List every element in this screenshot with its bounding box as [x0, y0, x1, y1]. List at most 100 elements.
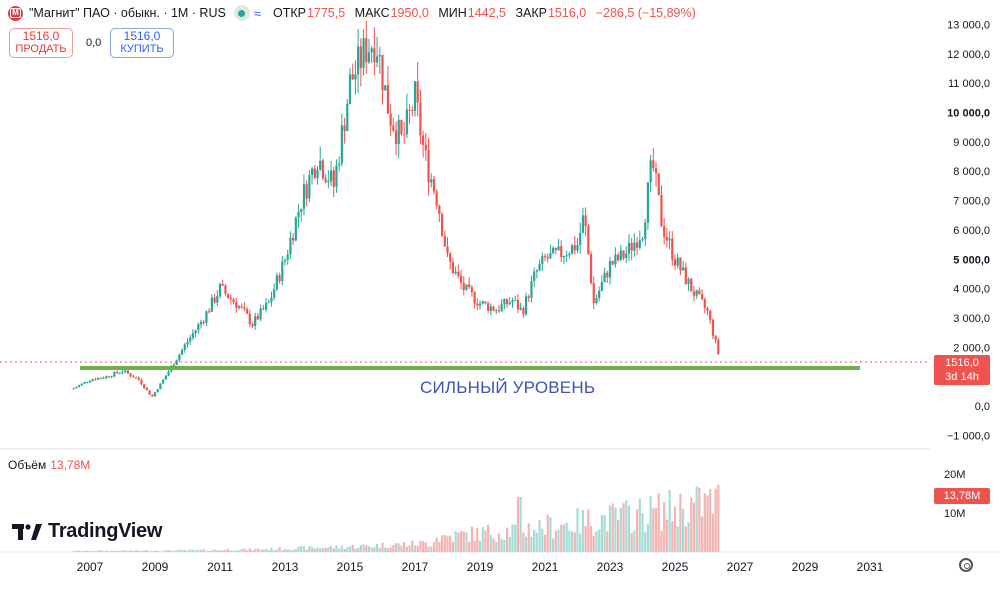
- candle: [663, 217, 666, 245]
- strong-level-annotation[interactable]: СИЛЬНЫЙ УРОВЕНЬ: [420, 378, 596, 397]
- volume-bar: [267, 550, 270, 552]
- volume-bar: [302, 546, 306, 552]
- candle: [386, 66, 390, 115]
- candle: [213, 293, 216, 304]
- candle: [183, 342, 186, 353]
- volume-bar: [278, 547, 281, 552]
- time-axis-tick: 2017: [402, 560, 429, 574]
- candle: [110, 375, 113, 379]
- volume-bar: [646, 524, 650, 552]
- volume-bar: [630, 533, 633, 552]
- candle: [86, 381, 89, 384]
- volume-bars-layer: [72, 484, 720, 552]
- volume-bar: [468, 542, 471, 552]
- candle: [598, 286, 601, 302]
- candle: [248, 309, 251, 328]
- candle: [698, 287, 701, 295]
- candle: [208, 308, 211, 314]
- candle: [313, 165, 316, 180]
- time-axis-tick: 2023: [597, 560, 624, 574]
- candle: [99, 377, 102, 379]
- ohlc-values: ОТКР1775,5 МАКС1950,0 МИН1442,5 ЗАКР1516…: [272, 6, 696, 20]
- candle: [503, 298, 506, 310]
- candle: [145, 387, 148, 391]
- volume-bar: [162, 551, 165, 552]
- volume-bar: [546, 514, 549, 552]
- volume-bar: [97, 550, 100, 552]
- candles-layer: [72, 20, 720, 397]
- candle: [126, 370, 130, 375]
- time-axis-tick: 2027: [727, 560, 754, 574]
- candle: [327, 170, 330, 189]
- volume-bar: [189, 549, 192, 552]
- candle: [305, 180, 308, 207]
- volume-bar: [159, 551, 162, 552]
- candle: [381, 54, 384, 105]
- volume-bar: [635, 509, 639, 552]
- candle: [378, 46, 381, 75]
- volume-bar: [134, 550, 138, 552]
- candle: [657, 172, 660, 196]
- candle: [644, 218, 647, 246]
- candle: [373, 27, 376, 76]
- candle: [438, 204, 441, 223]
- buy-button[interactable]: 1516,0 КУПИТЬ: [110, 28, 174, 58]
- tradingview-logo[interactable]: TradingView: [12, 520, 162, 543]
- price-axis[interactable]: 13 000,0 12 000,0 11 000,0 10 000,0 9 000,0 8…: [947, 19, 990, 442]
- volume-bar: [579, 533, 582, 552]
- candle: [335, 159, 338, 193]
- candle: [273, 283, 276, 301]
- volume-bar: [105, 550, 108, 552]
- candle: [256, 312, 260, 321]
- candle: [695, 289, 698, 299]
- candle: [294, 216, 297, 242]
- candle: [357, 29, 360, 93]
- candle: [240, 303, 243, 309]
- volume-bar: [606, 531, 609, 552]
- volume-bar: [443, 534, 446, 552]
- candle: [435, 189, 438, 210]
- candle: [709, 309, 712, 325]
- volume-bar: [403, 542, 406, 552]
- volume-bar: [170, 550, 173, 552]
- candle: [186, 338, 189, 348]
- candle: [300, 208, 303, 222]
- market-status-icon[interactable]: [233, 5, 250, 21]
- volume-bar: [633, 530, 636, 552]
- volume-bar: [273, 550, 276, 552]
- candle: [652, 147, 655, 172]
- candle: [606, 270, 609, 283]
- time-axis-tick: 2011: [207, 560, 233, 574]
- price-axis-tick: 11 000,0: [948, 78, 990, 90]
- candle: [197, 322, 200, 334]
- candle: [275, 272, 278, 292]
- candle: [524, 292, 528, 317]
- candle: [343, 117, 346, 144]
- symbol-title[interactable]: "Магнит" ПАО · обыкн. · 1M · RUS: [29, 6, 226, 20]
- volume-bar: [300, 546, 303, 552]
- volume-bar: [408, 545, 411, 552]
- volume-bar: [151, 551, 154, 552]
- volume-bar: [478, 540, 482, 552]
- candle: [162, 379, 165, 384]
- volume-bar: [375, 544, 379, 552]
- volume-bar: [627, 505, 631, 552]
- volume-bar: [449, 535, 452, 552]
- volume-bar: [321, 548, 325, 552]
- settings-gear-icon[interactable]: [959, 558, 973, 572]
- price-axis-tick: 0,0: [975, 401, 990, 413]
- time-axis[interactable]: 2007 2009 2011 2013 2015 2017 2019 2021 2023 2025…: [77, 560, 884, 574]
- candle: [562, 255, 566, 265]
- volume-bar: [305, 549, 308, 552]
- candle: [690, 277, 693, 292]
- volume-bar: [552, 538, 555, 552]
- sell-button[interactable]: 1516,0 ПРОДАТЬ: [9, 28, 73, 58]
- volume-bar: [346, 546, 349, 552]
- compare-icon[interactable]: ≈: [253, 5, 261, 21]
- candle: [457, 264, 460, 279]
- volume-label[interactable]: Объём 13,78M: [8, 458, 91, 472]
- candle: [633, 233, 636, 257]
- volume-bar: [533, 529, 536, 552]
- volume-bar: [113, 550, 116, 552]
